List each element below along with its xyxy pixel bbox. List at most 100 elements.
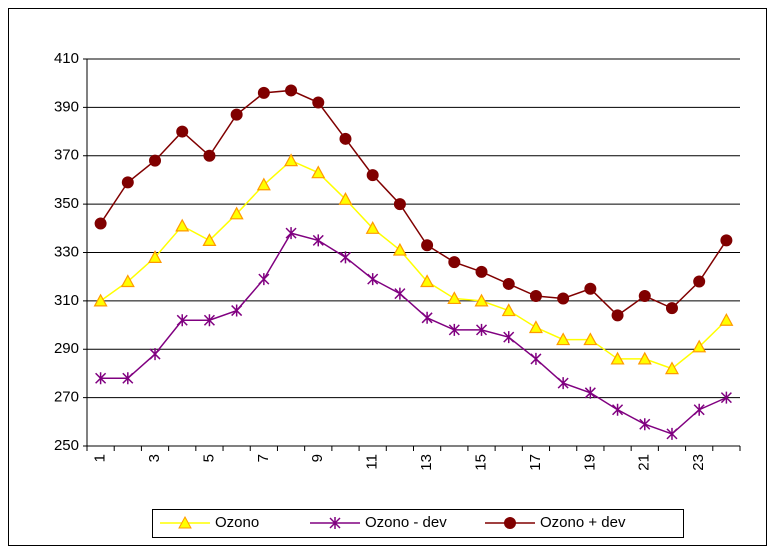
marker	[258, 273, 270, 286]
marker	[231, 304, 243, 317]
y-tick-label: 250	[54, 437, 79, 454]
marker	[557, 292, 570, 305]
marker	[121, 176, 134, 189]
marker	[720, 234, 733, 247]
marker	[365, 221, 380, 234]
y-tick-label: 410	[54, 50, 79, 67]
y-tick-label: 370	[54, 147, 79, 164]
legend-label: Ozono	[215, 514, 259, 531]
marker	[312, 96, 325, 109]
marker	[421, 311, 433, 324]
x-tick-label: 19	[581, 454, 598, 471]
marker	[610, 351, 625, 365]
x-tick-label: 11	[364, 454, 381, 470]
y-tick-label: 330	[54, 243, 79, 260]
marker	[149, 154, 162, 167]
marker	[639, 418, 651, 431]
legend-marker	[178, 515, 192, 529]
y-tick-label: 350	[54, 195, 79, 212]
marker	[230, 108, 243, 121]
marker	[285, 227, 297, 240]
marker	[448, 323, 460, 336]
y-tick-label: 390	[54, 98, 79, 115]
marker	[583, 332, 598, 346]
marker	[693, 275, 706, 288]
marker	[584, 386, 596, 399]
marker	[285, 84, 298, 97]
marker	[338, 192, 353, 205]
marker	[203, 314, 215, 327]
marker	[501, 303, 516, 317]
marker	[638, 290, 651, 303]
x-tick-label: 13	[418, 454, 435, 471]
marker	[394, 287, 406, 300]
marker	[503, 331, 515, 344]
marker	[666, 427, 678, 440]
legend-box	[152, 509, 684, 538]
marker	[420, 274, 435, 288]
marker	[665, 302, 678, 315]
marker	[257, 86, 270, 99]
marker	[421, 239, 434, 252]
marker	[528, 320, 543, 334]
x-tick-label: 15	[472, 454, 489, 471]
legend-label: Ozono - dev	[365, 514, 447, 531]
marker	[202, 233, 217, 247]
marker	[474, 293, 489, 307]
marker	[612, 403, 624, 416]
y-tick-label: 310	[54, 292, 79, 309]
marker	[94, 217, 107, 230]
marker	[557, 377, 569, 390]
marker	[176, 314, 188, 327]
marker	[692, 339, 707, 353]
marker	[339, 132, 352, 145]
legend-marker	[329, 517, 341, 529]
marker	[530, 352, 542, 365]
marker	[95, 372, 107, 385]
y-tick-label: 270	[54, 389, 79, 406]
x-tick-label: 7	[255, 454, 272, 462]
marker	[611, 309, 624, 322]
x-tick-label: 3	[146, 454, 163, 462]
marker	[502, 277, 515, 290]
y-tick-label: 290	[54, 340, 79, 357]
marker	[693, 403, 705, 416]
series-line	[100, 232, 727, 435]
marker	[339, 251, 352, 264]
marker	[148, 250, 163, 263]
marker	[229, 206, 244, 220]
marker	[556, 332, 571, 346]
marker	[529, 290, 542, 303]
series-line	[100, 159, 727, 370]
marker	[175, 218, 190, 232]
x-tick-label: 9	[309, 454, 326, 462]
x-tick-label: 21	[636, 454, 653, 471]
marker	[120, 274, 135, 288]
marker	[475, 323, 488, 336]
marker	[284, 153, 299, 167]
marker	[312, 234, 324, 247]
x-tick-label: 1	[92, 454, 109, 462]
marker	[664, 361, 679, 375]
marker	[447, 291, 462, 305]
marker	[311, 165, 326, 179]
marker	[393, 198, 406, 211]
marker	[122, 372, 134, 385]
marker	[637, 351, 652, 365]
legend-label: Ozono + dev	[540, 514, 626, 531]
marker	[584, 282, 597, 295]
marker	[720, 391, 732, 404]
marker	[367, 273, 379, 286]
marker	[256, 177, 271, 191]
marker	[448, 256, 461, 269]
marker	[392, 242, 407, 256]
marker	[93, 293, 108, 307]
x-tick-label: 23	[690, 454, 707, 471]
marker	[176, 125, 189, 138]
marker	[475, 265, 488, 278]
marker	[366, 169, 379, 182]
x-tick-label: 17	[527, 454, 544, 471]
marker	[719, 312, 734, 326]
marker	[149, 348, 161, 361]
